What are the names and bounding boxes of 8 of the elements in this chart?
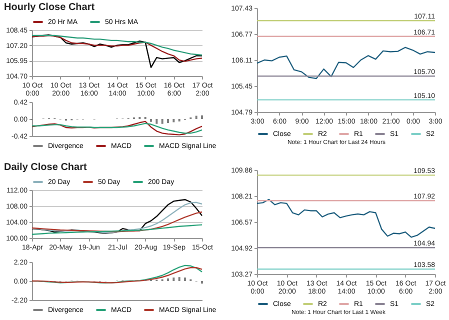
line-series	[256, 46, 436, 80]
line-series	[31, 34, 203, 62]
line-series	[31, 211, 203, 232]
chart-title: Hourly Close Chart	[4, 2, 96, 13]
line-series	[256, 198, 436, 238]
chart-title: Daily Close Chart	[4, 162, 88, 173]
line-series	[31, 224, 203, 235]
line-series	[31, 34, 203, 56]
